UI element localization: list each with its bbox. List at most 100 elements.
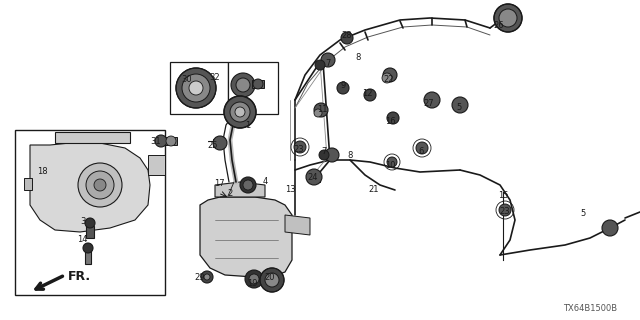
Bar	[163, 137, 177, 145]
Circle shape	[424, 92, 440, 108]
Circle shape	[176, 68, 216, 108]
Circle shape	[236, 78, 250, 92]
Text: 19: 19	[247, 278, 257, 287]
Polygon shape	[30, 143, 150, 232]
Bar	[85, 250, 91, 264]
Bar	[228, 62, 278, 114]
Text: 21: 21	[369, 186, 380, 195]
Bar	[213, 139, 221, 147]
Bar	[427, 96, 437, 104]
Circle shape	[78, 163, 122, 207]
Text: 14: 14	[77, 236, 87, 244]
Text: 26: 26	[493, 20, 504, 29]
Text: 32: 32	[210, 74, 220, 83]
Text: 8: 8	[355, 53, 361, 62]
Circle shape	[314, 103, 328, 117]
Text: 27: 27	[424, 100, 435, 108]
Bar	[605, 224, 615, 232]
Text: TX64B1500B: TX64B1500B	[563, 304, 617, 313]
Circle shape	[452, 97, 468, 113]
Circle shape	[364, 89, 376, 101]
Circle shape	[243, 180, 253, 190]
Bar	[252, 80, 264, 88]
Circle shape	[382, 73, 392, 83]
Circle shape	[253, 79, 263, 89]
Circle shape	[182, 74, 210, 102]
Text: 30: 30	[182, 75, 192, 84]
Text: 1: 1	[245, 122, 251, 131]
Circle shape	[85, 218, 95, 228]
Circle shape	[86, 171, 114, 199]
Circle shape	[166, 136, 176, 146]
Circle shape	[235, 107, 245, 117]
Circle shape	[341, 32, 353, 44]
Circle shape	[306, 169, 322, 185]
Text: 10: 10	[385, 162, 396, 171]
Circle shape	[240, 177, 256, 193]
Polygon shape	[285, 215, 310, 235]
Circle shape	[387, 112, 399, 124]
Polygon shape	[215, 182, 265, 197]
Text: 7: 7	[321, 148, 326, 156]
Text: 3: 3	[80, 218, 86, 227]
Text: 5: 5	[456, 102, 461, 111]
Circle shape	[319, 150, 329, 160]
Text: 28: 28	[342, 31, 352, 41]
Bar	[15, 130, 165, 295]
Circle shape	[213, 136, 227, 150]
Bar	[24, 178, 32, 190]
Circle shape	[94, 179, 106, 191]
Circle shape	[249, 274, 259, 284]
Text: 20: 20	[265, 274, 275, 283]
Text: 12: 12	[362, 90, 372, 99]
Text: 15: 15	[498, 191, 508, 201]
Text: 7: 7	[325, 59, 331, 68]
Circle shape	[602, 220, 618, 236]
Polygon shape	[55, 132, 130, 143]
Text: 2: 2	[227, 189, 232, 198]
Text: 31: 31	[150, 137, 161, 146]
Text: 11: 11	[317, 106, 327, 115]
Circle shape	[294, 141, 306, 153]
Circle shape	[155, 135, 167, 147]
Circle shape	[325, 148, 339, 162]
Circle shape	[230, 102, 250, 122]
Circle shape	[383, 68, 397, 82]
Circle shape	[416, 142, 428, 154]
Circle shape	[494, 4, 522, 32]
Circle shape	[245, 270, 263, 288]
Bar	[86, 226, 94, 238]
Circle shape	[189, 81, 203, 95]
Circle shape	[201, 271, 213, 283]
Text: 22: 22	[384, 76, 394, 84]
Circle shape	[260, 268, 284, 292]
Text: 5: 5	[580, 209, 586, 218]
Circle shape	[499, 204, 511, 216]
Text: 6: 6	[419, 148, 424, 156]
Bar	[308, 172, 320, 182]
Circle shape	[265, 273, 279, 287]
Circle shape	[224, 96, 256, 128]
Circle shape	[315, 60, 325, 70]
Circle shape	[337, 82, 349, 94]
Text: 29: 29	[195, 273, 205, 282]
Bar	[170, 62, 228, 114]
Text: 24: 24	[308, 173, 318, 182]
Text: 25: 25	[208, 141, 218, 150]
Text: 17: 17	[214, 179, 224, 188]
Text: 13: 13	[285, 186, 295, 195]
Polygon shape	[200, 197, 292, 278]
Text: 23: 23	[500, 207, 510, 217]
Circle shape	[387, 157, 397, 167]
Text: 8: 8	[348, 151, 353, 161]
Circle shape	[204, 274, 210, 280]
Text: 18: 18	[36, 167, 47, 177]
Text: 23: 23	[294, 145, 304, 154]
Text: FR.: FR.	[68, 269, 91, 283]
Circle shape	[83, 243, 93, 253]
Bar	[455, 101, 465, 109]
Circle shape	[231, 73, 255, 97]
Text: 9: 9	[340, 81, 346, 90]
Circle shape	[321, 53, 335, 67]
Text: 16: 16	[385, 117, 396, 126]
